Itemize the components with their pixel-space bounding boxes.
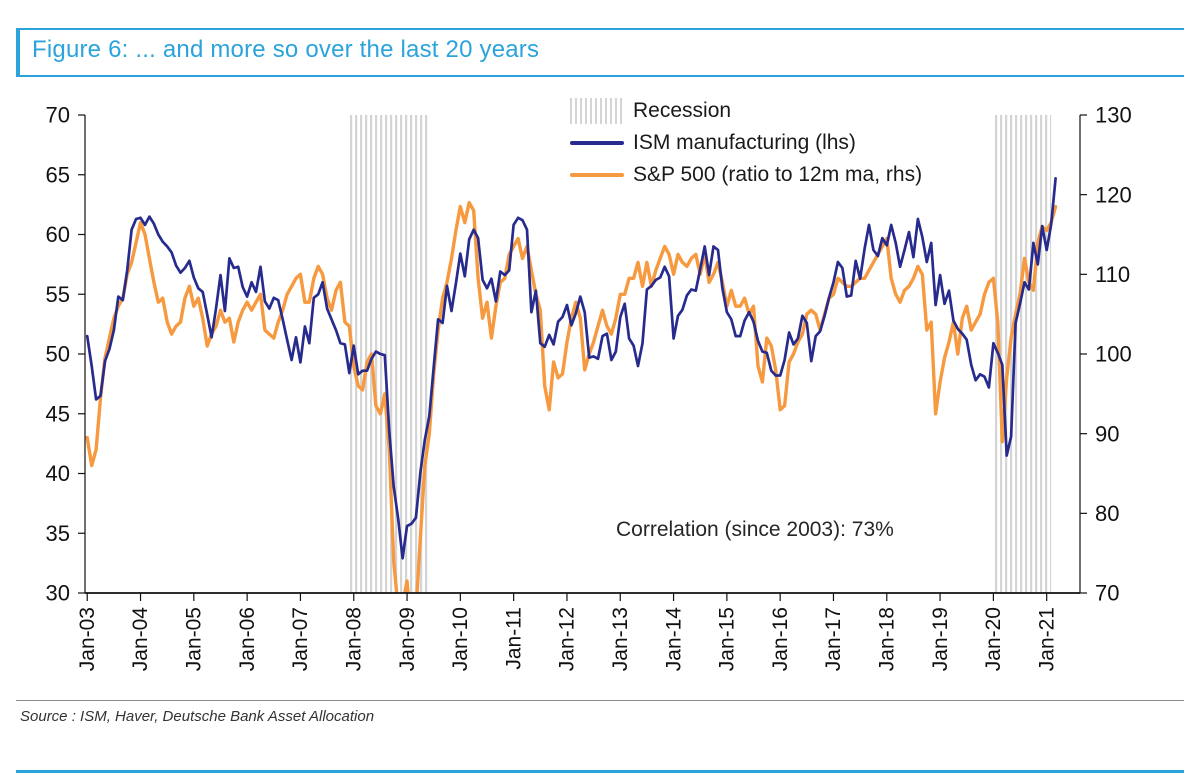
x-axis-tick-label: Jan-04 [129, 607, 152, 672]
right-axis-tick-label: 110 [1095, 262, 1130, 287]
left-axis-tick-label: 65 [46, 162, 70, 187]
spx-line [85, 200, 1058, 593]
ism-line [85, 176, 1057, 560]
correlation-annotation: Correlation (since 2003): 73% [616, 518, 894, 541]
spx-line-swatch [570, 172, 624, 177]
left-axis-tick-label: 45 [46, 401, 70, 426]
x-axis-tick-label: Jan-05 [183, 607, 206, 671]
legend: Recession ISM manufacturing (lhs) S&P 50… [570, 97, 922, 188]
x-axis-tick-label: Jan-16 [769, 607, 792, 671]
recession-swatch [570, 97, 624, 124]
right-axis-tick-label: 80 [1095, 501, 1119, 526]
left-axis-tick-label: 70 [46, 103, 70, 128]
x-axis-tick-label: Jan-17 [822, 607, 845, 671]
legend-item-spx: S&P 500 (ratio to 12m ma, rhs) [570, 161, 922, 188]
top-rule [16, 28, 1184, 30]
legend-item-recession: Recession [570, 97, 922, 124]
legend-item-ism: ISM manufacturing (lhs) [570, 129, 922, 156]
legend-label-spx: S&P 500 (ratio to 12m ma, rhs) [633, 162, 923, 186]
x-axis-tick-label: Jan-19 [929, 607, 952, 671]
x-axis-tick-label: Jan-08 [342, 607, 365, 671]
source-text: Source : ISM, Haver, Deutsche Bank Asset… [20, 708, 375, 725]
x-axis-tick-label: Jan-15 [716, 607, 739, 671]
left-axis-tick-label: 30 [46, 581, 70, 606]
x-axis-tick-label: Jan-12 [556, 607, 579, 671]
x-axis-tick-label: Jan-03 [76, 607, 99, 671]
recession-band [349, 115, 430, 593]
title-accent-bar [16, 28, 20, 76]
right-axis-tick-label: 120 [1095, 182, 1132, 207]
left-axis-tick-label: 40 [46, 461, 70, 486]
x-axis-tick-label: Jan-13 [609, 607, 632, 671]
x-axis-tick-label: Jan-07 [289, 607, 312, 671]
right-axis-tick-label: 90 [1095, 421, 1119, 446]
left-axis-tick-label: 60 [46, 222, 70, 247]
right-axis-tick-label: 130 [1095, 103, 1132, 128]
right-axis-tick-label: 100 [1095, 342, 1132, 367]
under-title-rule [16, 75, 1184, 77]
x-axis-tick-label: Jan-20 [982, 607, 1005, 671]
bottom-rule [16, 770, 1184, 773]
source-divider [16, 700, 1184, 701]
x-axis-tick-label: Jan-14 [662, 607, 685, 672]
x-axis-tick-label: Jan-18 [875, 607, 898, 671]
left-axis-tick-label: 50 [46, 342, 70, 367]
figure-title: Figure 6: ... and more so over the last … [32, 36, 540, 63]
x-axis-tick-label: Jan-09 [396, 607, 419, 671]
chart-area: 70 65 60 55 50 45 40 35 30 130 120 110 100 90 80 70 Jan-… [0, 80, 1200, 698]
left-axis-tick-label: 55 [46, 282, 70, 307]
ism-line-swatch [570, 140, 624, 145]
x-axis-tick-label: Jan-11 [502, 607, 525, 670]
left-axis-tick-label: 35 [46, 521, 70, 546]
recession-band [993, 115, 1052, 593]
chart-svg: 70 65 60 55 50 45 40 35 30 130 120 110 100 90 80 70 Jan-… [46, 103, 1132, 672]
x-axis-tick-label: Jan-10 [449, 607, 472, 671]
x-axis-tick-label: Jan-21 [1035, 607, 1058, 671]
x-axis-tick-label: Jan-06 [236, 607, 259, 671]
right-axis-tick-label: 70 [1095, 581, 1119, 606]
legend-label-ism: ISM manufacturing (lhs) [633, 130, 856, 154]
legend-label-recession: Recession [633, 98, 732, 122]
